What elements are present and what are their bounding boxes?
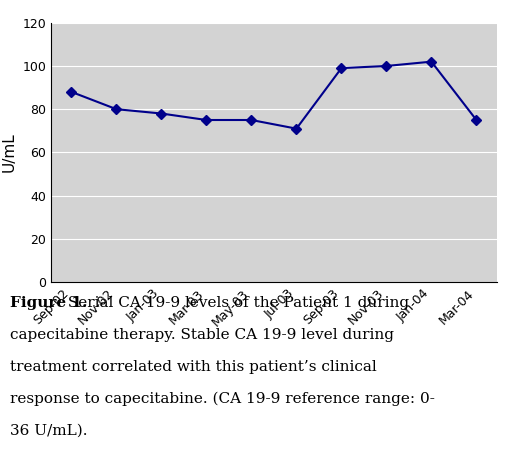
Y-axis label: U/mL: U/mL: [2, 132, 17, 172]
Text: 36 U/mL).: 36 U/mL).: [10, 424, 88, 438]
Text: Figure 1.: Figure 1.: [10, 296, 88, 310]
Text: response to capecitabine. (CA 19-9 reference range: 0-: response to capecitabine. (CA 19-9 refer…: [10, 392, 435, 406]
Text: Serial CA 19-9 levels of the Patient 1 during: Serial CA 19-9 levels of the Patient 1 d…: [63, 296, 409, 310]
Text: treatment correlated with this patient’s clinical: treatment correlated with this patient’s…: [10, 360, 377, 374]
Text: capecitabine therapy. Stable CA 19-9 level during: capecitabine therapy. Stable CA 19-9 lev…: [10, 328, 394, 342]
